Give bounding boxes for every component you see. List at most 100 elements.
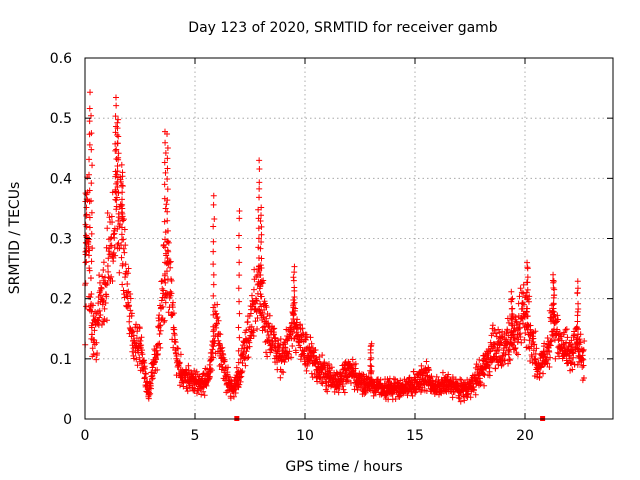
data-point <box>108 273 115 280</box>
data-point <box>281 359 288 366</box>
data-point <box>256 179 263 186</box>
axis-ticks: 0 5 10 15 20 0 0.1 0.2 0.3 0.4 0.5 0.6 <box>50 51 613 444</box>
data-point <box>574 278 581 285</box>
data-point <box>316 374 323 381</box>
data-point <box>254 315 261 322</box>
data-point <box>530 335 537 342</box>
data-point <box>508 330 515 337</box>
data-point <box>244 318 251 325</box>
data-point <box>290 315 297 322</box>
data-point <box>498 362 505 369</box>
data-point <box>544 360 551 367</box>
data-point <box>148 385 154 392</box>
data-point <box>119 189 126 196</box>
data-point <box>297 344 304 351</box>
data-point <box>547 342 554 349</box>
data-point <box>174 345 181 352</box>
grid-layer <box>85 58 613 419</box>
data-point <box>247 335 254 342</box>
data-point <box>258 238 265 245</box>
data-point <box>253 297 260 304</box>
data-point <box>191 385 198 392</box>
data-point <box>236 334 243 341</box>
data-point <box>500 361 506 368</box>
data-point <box>136 325 143 332</box>
data-point <box>163 268 170 275</box>
data-point <box>82 259 89 266</box>
data-point <box>419 384 426 391</box>
data-point <box>96 307 103 314</box>
x-tick-label: 5 <box>191 428 200 444</box>
data-point <box>367 356 374 363</box>
data-point <box>86 236 93 243</box>
data-point <box>164 217 171 224</box>
data-point <box>116 221 123 228</box>
data-point <box>523 305 530 312</box>
data-point <box>82 251 89 258</box>
data-point <box>226 374 233 381</box>
data-point <box>481 382 488 389</box>
data-point <box>233 364 240 371</box>
data-point <box>126 318 133 325</box>
data-point <box>377 376 384 383</box>
data-point <box>85 252 92 259</box>
data-point <box>104 280 111 287</box>
data-point <box>235 324 242 331</box>
data-point <box>306 343 313 350</box>
data-point <box>134 328 141 335</box>
data-point <box>458 376 465 383</box>
data-point <box>162 169 169 176</box>
data-point <box>153 356 160 363</box>
data-point <box>568 360 575 367</box>
data-point <box>552 355 559 362</box>
data-point <box>162 299 169 306</box>
data-point <box>517 334 524 341</box>
data-point <box>119 281 126 288</box>
data-point <box>509 320 516 327</box>
data-point <box>129 329 136 336</box>
data-point <box>113 146 120 153</box>
data-point <box>232 389 239 396</box>
data-point <box>164 208 171 215</box>
data-point <box>464 376 471 383</box>
data-point <box>518 339 525 346</box>
data-point <box>97 311 104 318</box>
data-point <box>256 165 263 172</box>
data-point <box>423 358 430 365</box>
data-point <box>89 345 96 352</box>
data-point <box>274 359 281 366</box>
data-point <box>335 389 342 396</box>
data-point <box>433 373 440 380</box>
data-point <box>88 146 95 153</box>
data-point <box>128 310 135 317</box>
data-point <box>210 339 217 346</box>
data-point <box>341 389 348 396</box>
data-point <box>104 317 110 324</box>
data-point <box>162 205 169 212</box>
data-point <box>277 374 284 381</box>
data-point <box>314 378 321 385</box>
data-point <box>119 169 126 176</box>
data-point <box>263 304 270 311</box>
data-point <box>116 269 123 276</box>
data-point <box>270 331 277 338</box>
data-point <box>347 380 354 386</box>
data-point <box>210 192 217 199</box>
data-point <box>105 268 112 275</box>
data-point <box>243 344 250 351</box>
data-point <box>556 330 563 337</box>
data-point <box>90 351 97 358</box>
data-point <box>489 322 496 329</box>
data-point <box>219 364 226 371</box>
data-point <box>580 348 587 355</box>
x-tick-label: 15 <box>406 428 424 444</box>
data-point <box>477 381 484 388</box>
data-point <box>445 371 452 378</box>
data-point <box>157 327 164 334</box>
data-point <box>277 336 284 343</box>
data-point <box>120 245 127 252</box>
data-point <box>516 293 523 300</box>
data-point <box>367 376 374 383</box>
data-point <box>285 351 292 358</box>
